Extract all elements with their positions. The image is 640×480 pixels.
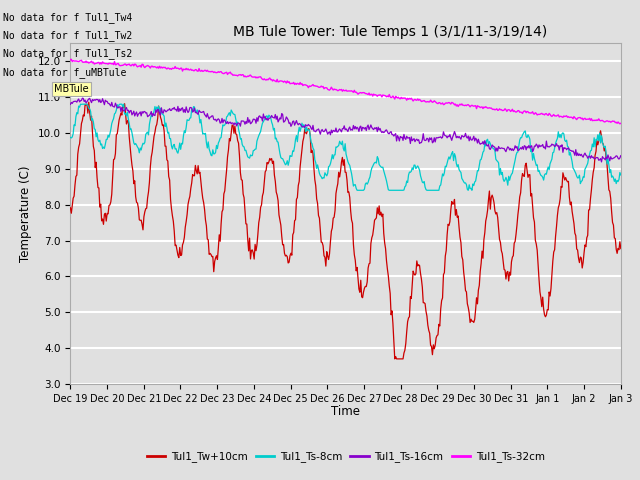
Text: No data for f_uMBTule: No data for f_uMBTule — [3, 67, 127, 78]
Legend: Tul1_Tw+10cm, Tul1_Ts-8cm, Tul1_Ts-16cm, Tul1_Ts-32cm: Tul1_Tw+10cm, Tul1_Ts-8cm, Tul1_Ts-16cm,… — [143, 447, 548, 467]
Text: No data for f Tul1_Ts2: No data for f Tul1_Ts2 — [3, 48, 132, 60]
X-axis label: Time: Time — [331, 405, 360, 418]
Text: No data for f Tul1_Tw4: No data for f Tul1_Tw4 — [3, 12, 132, 23]
Text: No data for f Tul1_Tw2: No data for f Tul1_Tw2 — [3, 30, 132, 41]
Y-axis label: Temperature (C): Temperature (C) — [19, 165, 32, 262]
Title: MB Tule Tower: Tule Temps 1 (3/1/11-3/19/14): MB Tule Tower: Tule Temps 1 (3/1/11-3/19… — [232, 25, 547, 39]
Text: MBTule: MBTule — [54, 84, 89, 94]
